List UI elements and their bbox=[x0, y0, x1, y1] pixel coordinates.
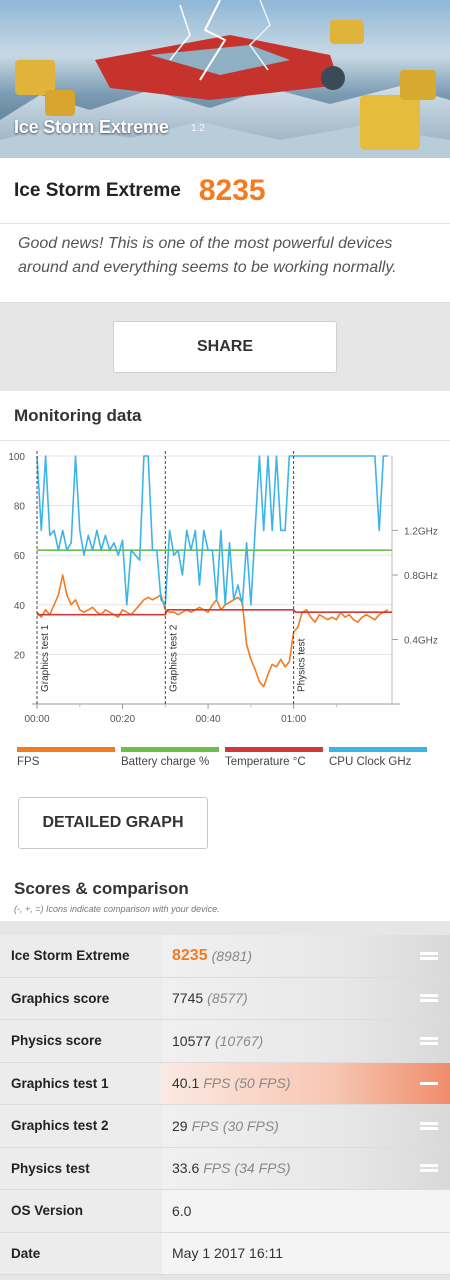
y-right-tick-label: 0.8GHz bbox=[404, 571, 438, 582]
table-row: Graphics score 7745 (8577) bbox=[0, 977, 450, 1020]
value-text: 33.6 bbox=[172, 1160, 200, 1177]
table-row: Date May 1 2017 16:11 bbox=[0, 1232, 450, 1275]
y-left-tick-label: 80 bbox=[14, 502, 26, 513]
hero-version: 1.2 bbox=[191, 123, 205, 134]
row-label: Ice Storm Extreme bbox=[0, 935, 162, 977]
table-row: Ice Storm Extreme 8235 (8981) bbox=[0, 935, 450, 978]
detailed-graph-button[interactable]: DETAILED GRAPH bbox=[18, 797, 208, 849]
monitoring-chart: 100 80 60 40 20 1.2GHz 0.8GHz 0.4GHz 00:00 00:20 0… bbox=[8, 451, 438, 725]
hero-artwork bbox=[0, 0, 450, 158]
table-row: Physics score 10577 (10767) bbox=[0, 1020, 450, 1063]
comparison-value: (10767) bbox=[214, 1032, 264, 1049]
value-text: 6.0 bbox=[172, 1202, 192, 1219]
series-line-cpu-clock-ghz bbox=[36, 455, 388, 606]
comparison-value: (30 FPS) bbox=[222, 1117, 279, 1134]
legend-item: FPS bbox=[17, 747, 115, 768]
legend-swatch bbox=[121, 747, 219, 752]
row-value: 10577 (10767) bbox=[162, 1020, 450, 1062]
hero-title: Ice Storm Extreme bbox=[14, 117, 169, 137]
minus-icon bbox=[420, 1080, 438, 1086]
legend-label: FPS bbox=[17, 756, 40, 768]
comparison-title: Scores & comparison bbox=[14, 879, 189, 898]
test-marker-label: Graphics test 2 bbox=[168, 624, 179, 692]
monitoring-title: Monitoring data bbox=[0, 391, 450, 441]
series-line-fps bbox=[36, 574, 389, 688]
legend-label: Temperature °C bbox=[225, 756, 306, 768]
table-row: Graphics test 1 40.1 FPS (50 FPS) bbox=[0, 1062, 450, 1105]
test-marker-label: Graphics test 1 bbox=[40, 624, 51, 692]
row-label: Graphics test 2 bbox=[0, 1105, 162, 1147]
row-label: Date bbox=[0, 1232, 162, 1274]
value-text: 40.1 bbox=[172, 1075, 200, 1092]
row-value: 33.6 FPS (34 FPS) bbox=[162, 1147, 450, 1189]
row-value: 7745 (8577) bbox=[162, 977, 450, 1019]
comparison-table: Ice Storm Extreme 8235 (8981) Graphics scor… bbox=[0, 935, 450, 1275]
score-row: Ice Storm Extreme 8235 bbox=[0, 158, 450, 224]
value-text: May 1 2017 16:11 bbox=[172, 1245, 284, 1262]
legend-label: Battery charge % bbox=[121, 756, 210, 768]
comparison-subtitle: (-, +, =) Icons indicate comparison with… bbox=[14, 904, 220, 914]
equals-icon bbox=[420, 950, 438, 962]
legend-swatch bbox=[329, 747, 427, 752]
legend-item: Temperature °C bbox=[225, 747, 323, 768]
share-button[interactable]: SHARE bbox=[113, 321, 337, 373]
equals-icon bbox=[420, 1120, 438, 1132]
row-label: Physics score bbox=[0, 1020, 162, 1062]
legend-item: CPU Clock GHz bbox=[329, 747, 427, 768]
table-row: Graphics test 2 29 FPS (30 FPS) bbox=[0, 1105, 450, 1148]
y-left-tick-label: 20 bbox=[14, 650, 26, 661]
test-marker-label: Physics test bbox=[297, 638, 308, 692]
result-message: Good news! This is one of the most power… bbox=[18, 235, 397, 276]
comparison-value: (50 FPS) bbox=[234, 1075, 291, 1092]
x-tick-label: 01:00 bbox=[281, 714, 306, 725]
share-section: SHARE bbox=[0, 303, 450, 391]
series-line-temperature-c bbox=[37, 609, 392, 616]
value-text: 29 bbox=[172, 1117, 188, 1134]
equals-icon bbox=[420, 1035, 438, 1047]
legend-item: Battery charge % bbox=[121, 747, 219, 768]
row-label: Graphics score bbox=[0, 977, 162, 1019]
table-row: OS Version 6.0 bbox=[0, 1190, 450, 1233]
hero-banner: Ice Storm Extreme 1.2 bbox=[0, 0, 450, 158]
value-text: 8235 bbox=[172, 946, 208, 964]
equals-icon bbox=[420, 1162, 438, 1174]
table-row: Physics test 33.6 FPS (34 FPS) bbox=[0, 1147, 450, 1190]
x-tick-label: 00:00 bbox=[24, 714, 49, 725]
legend-label: CPU Clock GHz bbox=[329, 756, 412, 768]
y-right-tick-label: 1.2GHz bbox=[404, 526, 438, 537]
comparison-value: (8981) bbox=[211, 947, 253, 964]
legend-swatch bbox=[17, 747, 115, 752]
row-value: 8235 (8981) bbox=[162, 935, 450, 977]
value-unit: FPS bbox=[203, 1075, 231, 1092]
y-left-tick-label: 100 bbox=[8, 452, 25, 463]
row-label: Graphics test 1 bbox=[0, 1062, 162, 1104]
y-left-tick-label: 40 bbox=[14, 601, 26, 612]
value-unit: FPS bbox=[191, 1117, 219, 1134]
value-text: 7745 bbox=[172, 990, 204, 1007]
y-left-tick-label: 60 bbox=[14, 551, 26, 562]
value-text: 10577 bbox=[172, 1032, 211, 1049]
monitoring-panel: Monitoring data 100 80 60 40 20 1.2GHz 0.8GHz 0… bbox=[0, 391, 450, 921]
chart-legend: FPS Battery charge % Temperature °C CPU Clo… bbox=[0, 747, 450, 777]
row-label: OS Version bbox=[0, 1190, 162, 1232]
benchmark-name: Ice Storm Extreme bbox=[14, 179, 181, 201]
row-value: 40.1 FPS (50 FPS) bbox=[162, 1062, 450, 1104]
row-value: 6.0 bbox=[162, 1190, 450, 1232]
row-label: Physics test bbox=[0, 1147, 162, 1189]
y-right-tick-label: 0.4GHz bbox=[404, 636, 438, 647]
x-tick-label: 00:40 bbox=[196, 714, 221, 725]
value-unit: FPS bbox=[203, 1160, 231, 1177]
legend-swatch bbox=[225, 747, 323, 752]
benchmark-score: 8235 bbox=[198, 173, 266, 207]
equals-icon bbox=[420, 992, 438, 1004]
x-tick-label: 00:20 bbox=[110, 714, 135, 725]
row-value: May 1 2017 16:11 bbox=[162, 1232, 450, 1274]
comparison-value: (34 FPS) bbox=[234, 1160, 291, 1177]
comparison-value: (8577) bbox=[207, 990, 248, 1007]
score-card: Ice Storm Extreme 8235 Good news! This i… bbox=[0, 158, 450, 303]
row-value: 29 FPS (30 FPS) bbox=[162, 1105, 450, 1147]
